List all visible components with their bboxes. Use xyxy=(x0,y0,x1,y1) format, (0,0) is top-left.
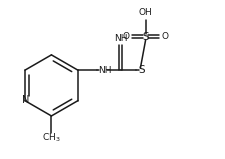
Text: O: O xyxy=(162,32,169,41)
Text: S: S xyxy=(139,65,145,75)
Text: N: N xyxy=(22,95,30,105)
Text: CH$_3$: CH$_3$ xyxy=(42,131,61,144)
Text: NH: NH xyxy=(114,34,128,43)
Text: O: O xyxy=(123,32,130,41)
Text: S: S xyxy=(142,32,149,42)
Text: NH: NH xyxy=(99,66,112,75)
Text: OH: OH xyxy=(139,8,153,17)
